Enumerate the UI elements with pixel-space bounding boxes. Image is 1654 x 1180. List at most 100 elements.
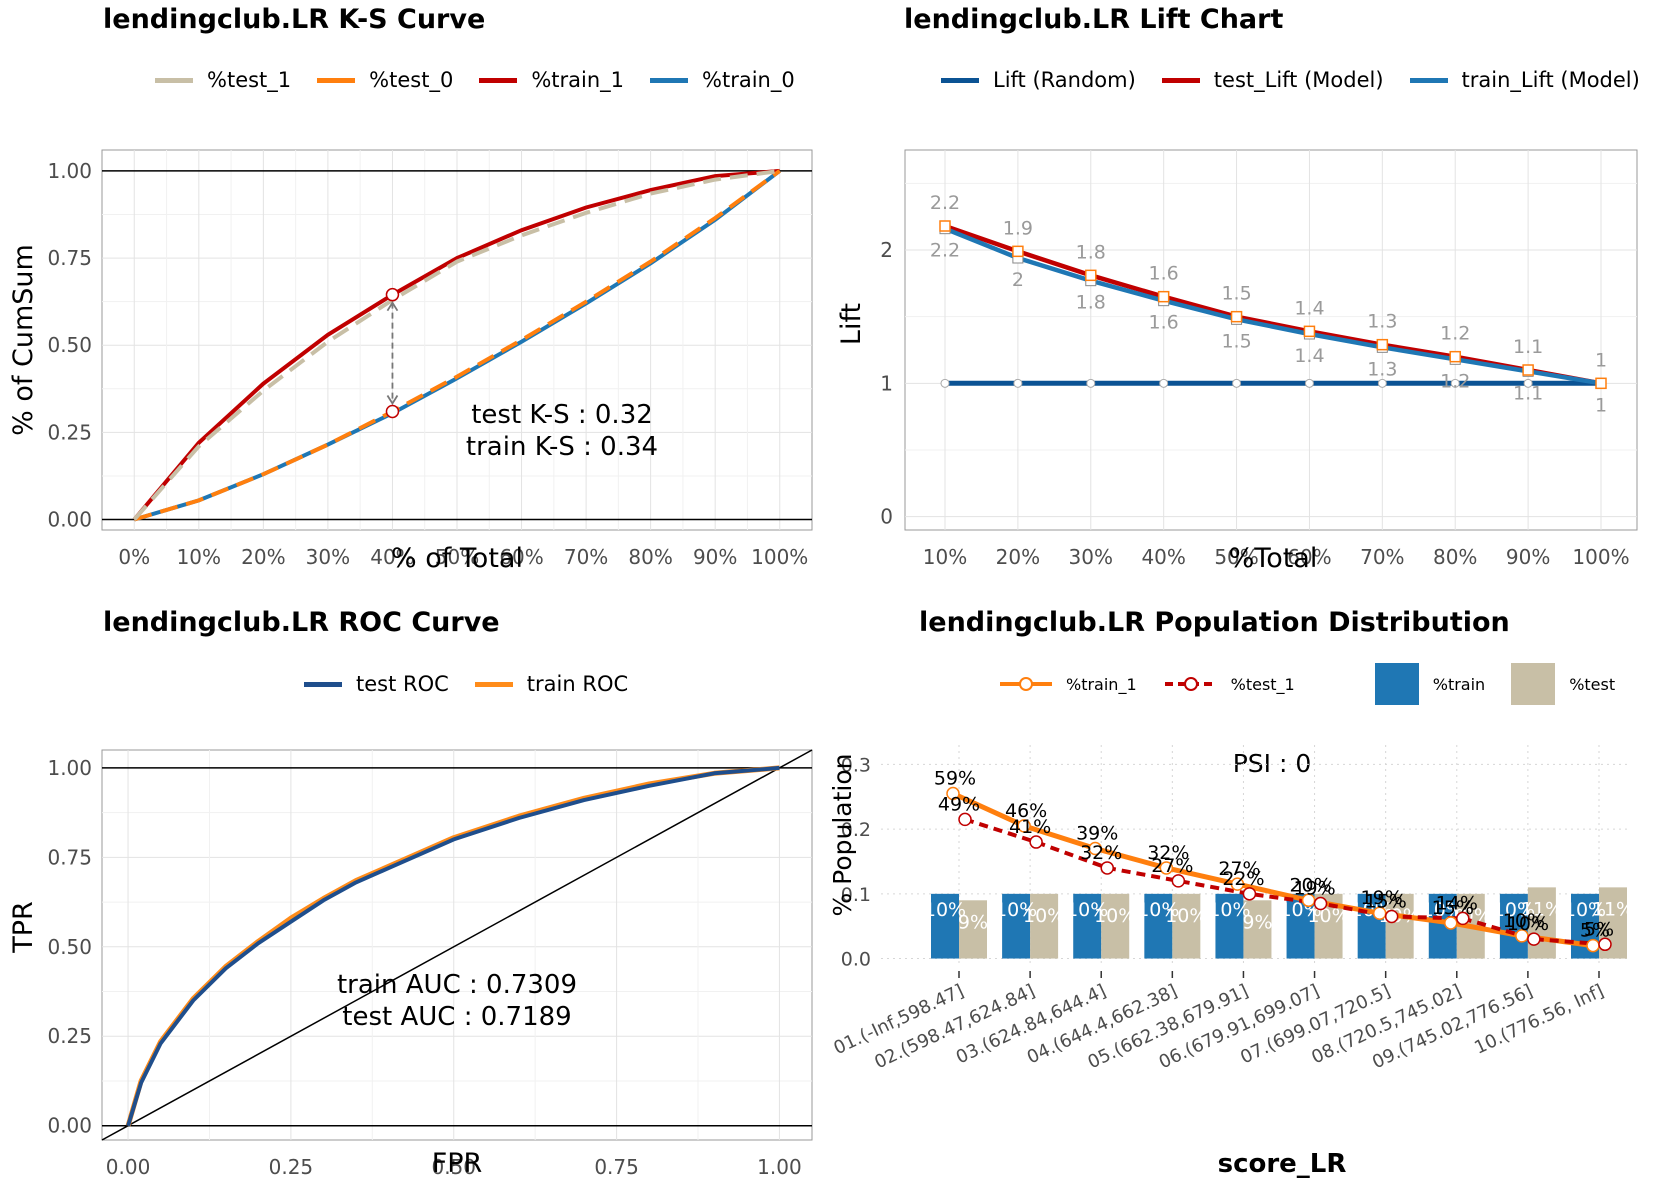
- psi-test1-point: [1242, 887, 1257, 901]
- psi-test1-point: [1171, 874, 1186, 888]
- lift-legend-item: test_Lift (Model): [1161, 68, 1384, 92]
- psi-test1-label: 5%: [1584, 918, 1614, 940]
- ks-ticks: 0.00 0.25 0.50 0.75 1.00 0% 10% 20% 30% 40% 50% 60%…: [47, 159, 808, 569]
- roc-ticks: 0.00 0.25 0.50 0.75 1.00 0.00 0.25 0.50 0.75 1.00: [47, 756, 801, 1179]
- roc-marks: [101, 749, 813, 1141]
- psi-train1-label: 5%: [1580, 920, 1610, 942]
- lift-test-data-label: 1: [1595, 349, 1607, 371]
- lift-train-data-label: 1.6: [1149, 312, 1179, 334]
- psi-train1-point: [1301, 893, 1316, 908]
- psi-train-bar-label: 10%: [1066, 899, 1108, 921]
- lift-legend-item: train_Lift (Model): [1409, 68, 1640, 92]
- ks-legend-item: %train_0: [650, 68, 795, 92]
- lift-train-data-label: 2: [1012, 269, 1024, 291]
- psi-test1-label: 15%: [1365, 890, 1407, 912]
- roc-diagonal-line: [101, 749, 813, 1141]
- ks-legend-item: %test_1: [155, 68, 291, 92]
- roc-panel-border: [101, 749, 813, 1141]
- psi-test1-label: 10%: [1507, 913, 1549, 935]
- psi-y-tick-label: 0.1: [841, 884, 871, 906]
- psi-y-tick-label: 0.3: [841, 754, 871, 776]
- legend-label: %test: [1569, 674, 1616, 694]
- lift-test-point: [1085, 269, 1097, 282]
- psi-legend: %train_1 %test_1 %train %test: [998, 663, 1641, 705]
- ks-x-tick-label: 90%: [693, 545, 737, 569]
- roc-y-tick-label: 1.00: [47, 756, 92, 780]
- roc-y-tick-label: 0.25: [47, 1024, 92, 1048]
- psi-test1-label: 49%: [938, 793, 980, 815]
- legend-label: test_Lift (Model): [1213, 68, 1384, 92]
- legend-label: train_Lift (Model): [1461, 68, 1640, 92]
- psi-train-bar-label: 10%: [1208, 899, 1250, 921]
- psi-chart-title: lendingclub.LR Population Distribution: [919, 607, 1510, 638]
- psi-test1-point: [1598, 937, 1612, 952]
- legend-label: %train_0: [702, 68, 795, 92]
- lift-test-point: [1230, 310, 1243, 323]
- roc-train-annotation: train AUC : 0.7309: [337, 970, 577, 1000]
- lift-random-point: [1013, 378, 1023, 388]
- psi-train-bar: [1002, 893, 1031, 959]
- ks-x-tick-label: 0%: [118, 545, 150, 569]
- psi-test-bar: [1527, 887, 1556, 959]
- psi-train1-label: 59%: [934, 768, 976, 790]
- ks-legend: %test_1 %test_0 %train_1 %train_0: [155, 68, 821, 92]
- psi-test1-label: 14%: [1436, 892, 1478, 914]
- ks-x-tick-label: 20%: [241, 545, 285, 569]
- ks-legend-item: %test_0: [317, 68, 453, 92]
- lift-test-point: [939, 220, 951, 232]
- psi-marks: 10%9%10%10% 10%10% 10%10% 10%9%10%10% 10%10%…: [924, 768, 1634, 959]
- ks-marker-point: [385, 404, 400, 419]
- psi-test-bar: [1172, 893, 1201, 959]
- lift-train-data-label: 1: [1595, 394, 1607, 416]
- psi-test-bar-label: 9%: [1242, 911, 1272, 933]
- lift-x-tick-label: 30%: [1069, 545, 1113, 569]
- psi-test-bar: [1243, 900, 1272, 959]
- lift-test-data-label: 1.2: [1440, 323, 1470, 345]
- lift-x-tick-label: 80%: [1433, 545, 1477, 569]
- ks-y-tick-label: 0.50: [47, 333, 92, 357]
- lift-test-data-label: 1.1: [1513, 336, 1543, 358]
- psi-train-bar: [1499, 893, 1528, 959]
- ks-y-tick-label: 0.25: [47, 420, 92, 444]
- psi-train1-label: 20%: [1289, 874, 1331, 896]
- lift-series-line: [944, 226, 1602, 386]
- lift-test-data-label: 2.2: [930, 192, 960, 214]
- roc-legend: test ROC train ROC: [304, 672, 654, 696]
- psi-train1-label: 46%: [1005, 800, 1047, 822]
- legend-label: Lift (Random): [993, 68, 1136, 92]
- lift-random-point: [940, 378, 950, 388]
- ks-arrow-head: [386, 394, 399, 406]
- legend-label: %test_1: [1230, 674, 1295, 694]
- lift-x-tick-label: 70%: [1360, 545, 1404, 569]
- legend-key-train1-line: [1000, 677, 1052, 691]
- legend-label: %train: [1432, 674, 1486, 694]
- lift-random-point: [1450, 378, 1460, 388]
- legend-key-test0: [317, 77, 356, 83]
- lift-train-data-label: 1.3: [1367, 358, 1397, 380]
- ks-marks: [102, 168, 812, 522]
- ks-x-tick-label: 70%: [564, 545, 608, 569]
- legend-label: %train_1: [1066, 674, 1137, 694]
- psi-train1-point: [1515, 929, 1529, 943]
- legend-key-train-bar: [1374, 663, 1419, 705]
- psi-subtitle: PSI : 0: [1233, 749, 1312, 778]
- ks-series-line: [132, 168, 780, 521]
- ks-legend-item: %train_1: [479, 68, 624, 92]
- psi-train-bar: [1073, 893, 1102, 959]
- ks-marker-point: [385, 287, 400, 302]
- lift-test-point: [1157, 290, 1170, 303]
- roc-series-line: [126, 765, 780, 1127]
- lift-x-axis-label: %Total: [1229, 543, 1318, 574]
- ks-series-line: [133, 169, 781, 522]
- roc-grid: [102, 750, 812, 1140]
- psi-train-bar-label: 10%: [1137, 899, 1179, 921]
- psi-test1-point: [1456, 911, 1470, 926]
- psi-test-bar: [1385, 893, 1414, 959]
- roc-chart: 0.00 0.25 0.50 0.75 1.00 0.00 0.25 0.50 0.75 1.00…: [8, 749, 813, 1179]
- legend-key-train-roc: [474, 681, 513, 687]
- lift-test-data-label: 1.8: [1076, 241, 1106, 263]
- lift-panel-border: [904, 149, 1638, 531]
- lift-x-tick-label: 40%: [1141, 545, 1185, 569]
- lift-random-point: [1523, 378, 1533, 388]
- psi-train-bar-label: 10%: [1493, 899, 1535, 921]
